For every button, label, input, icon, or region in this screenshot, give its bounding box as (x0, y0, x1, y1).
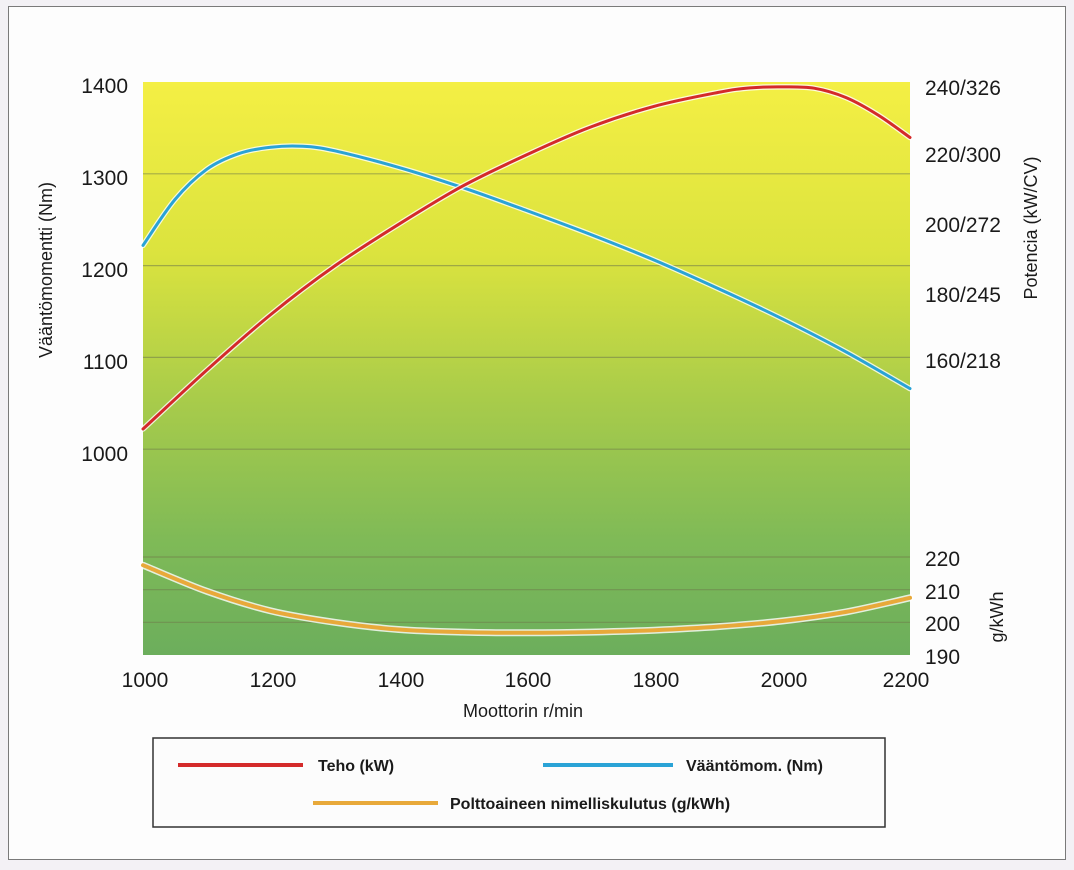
left-axis-ticks: 1400 1300 1200 1100 1000 (81, 75, 128, 466)
right-consumption-axis-title: g/kWh (987, 591, 1007, 642)
legend-box (152, 737, 886, 828)
left-tick-label: 1400 (81, 75, 128, 98)
series-teho-line (141, 85, 912, 431)
right-power-tick-label: 220/300 (925, 144, 1001, 167)
right-consumption-tick-label: 200 (925, 613, 960, 636)
plot-background (143, 82, 910, 655)
legend-label-teho: Teho (kW) (318, 758, 394, 775)
series-vaantomom-line (141, 144, 912, 391)
legend-label-vaantomom: Vääntömom. (Nm) (686, 758, 823, 775)
left-tick-label: 1000 (81, 443, 128, 466)
x-tick-label: 1800 (633, 669, 680, 692)
x-tick-label: 1400 (378, 669, 425, 692)
series-polttoaine-line (141, 563, 912, 635)
x-axis-title: Moottorin r/min (463, 701, 583, 721)
right-consumption-axis-ticks: 220 210 200 190 (925, 548, 960, 669)
right-power-axis-ticks: 240/326 220/300 200/272 180/245 160/218 (925, 77, 1001, 373)
data-curves (139, 84, 914, 637)
left-tick-label: 1300 (81, 167, 128, 190)
right-power-tick-label: 200/272 (925, 214, 1001, 237)
x-tick-label: 1000 (122, 669, 169, 692)
x-tick-label: 1200 (250, 669, 297, 692)
x-axis-ticks: 1000 1200 1400 1600 1800 2000 2200 (122, 669, 930, 692)
right-consumption-tick-label: 220 (925, 548, 960, 571)
left-tick-label: 1100 (83, 351, 128, 374)
x-tick-label: 2200 (883, 669, 930, 692)
left-tick-label: 1200 (81, 259, 128, 282)
legend-label-polttoaine: Polttoaineen nimelliskulutus (g/kWh) (450, 796, 730, 813)
right-power-tick-label: 180/245 (925, 284, 1001, 307)
left-axis-title: Vääntömomentti (Nm) (36, 182, 56, 358)
x-tick-label: 1600 (505, 669, 552, 692)
right-power-tick-label: 160/218 (925, 350, 1001, 373)
right-power-axis-title: Potencia (kW/CV) (1021, 156, 1041, 299)
right-power-tick-label: 240/326 (925, 77, 1001, 100)
x-tick-label: 2000 (761, 669, 808, 692)
right-consumption-tick-label: 190 (925, 646, 960, 669)
legend: Teho (kW) Vääntömom. (Nm) Polttoaineen n… (152, 737, 886, 828)
right-consumption-tick-label: 210 (925, 581, 960, 604)
